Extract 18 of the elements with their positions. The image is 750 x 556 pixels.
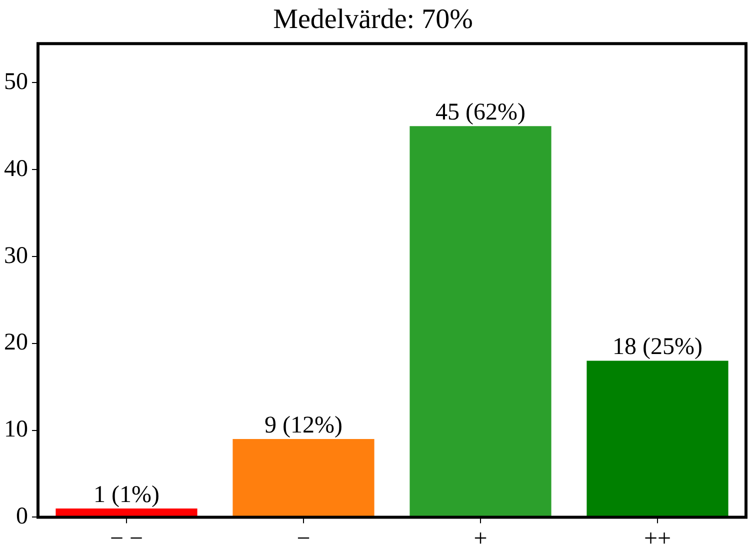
- bar: [586, 360, 728, 517]
- y-tick-label: 30: [4, 242, 28, 269]
- data-label: 45 (62%): [436, 99, 526, 126]
- y-tick-label: 40: [4, 156, 28, 182]
- y-tick-label: 10: [4, 416, 28, 443]
- x-tick-label: −: [296, 526, 310, 552]
- x-tick-label: − −: [110, 526, 144, 552]
- bar: [232, 438, 374, 517]
- chart-title: Medelvärde: 70%: [273, 4, 473, 36]
- data-label: 1 (1%): [94, 482, 160, 508]
- y-tick-label: 50: [4, 69, 28, 95]
- bar: [410, 126, 552, 517]
- data-label: 18 (25%): [612, 334, 702, 360]
- y-tick-label: 20: [4, 330, 28, 356]
- y-tick-label: 0: [16, 503, 28, 530]
- x-tick-label: ++: [644, 526, 672, 552]
- x-tick-label: +: [474, 526, 488, 552]
- data-label: 9 (12%): [264, 412, 342, 438]
